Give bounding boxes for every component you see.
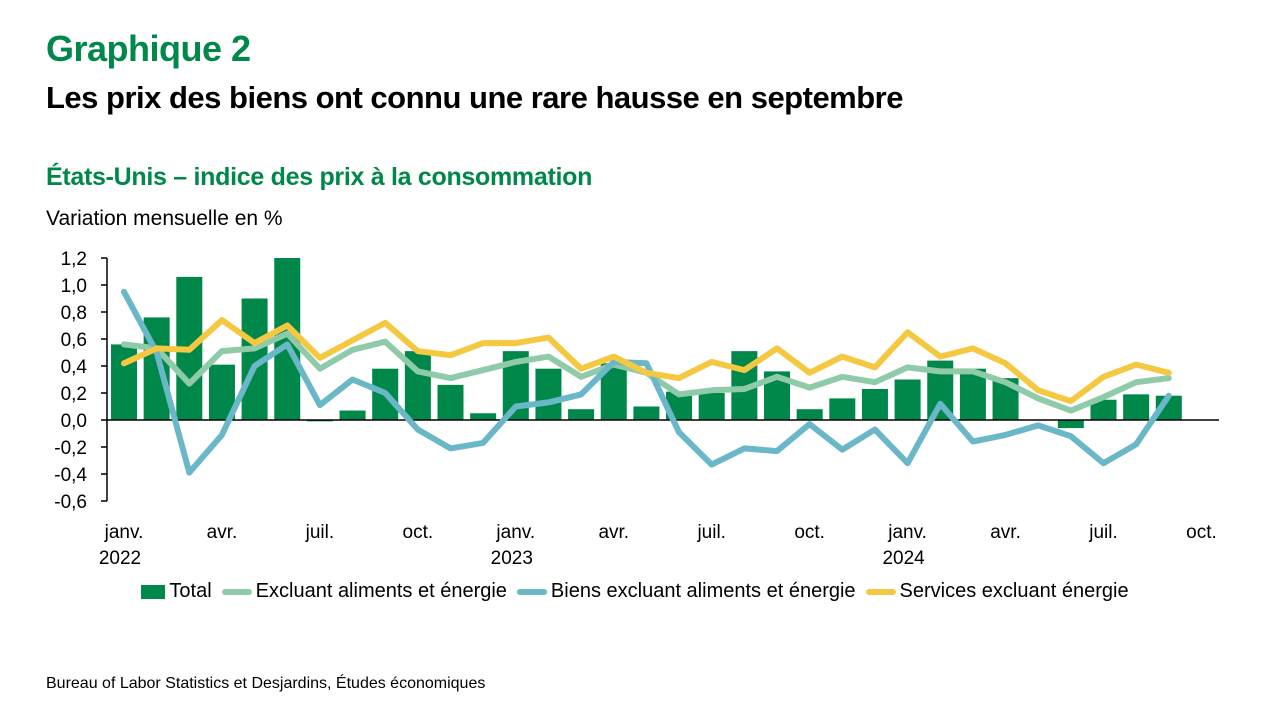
y-tick-label: 0,6	[61, 330, 87, 351]
axes	[106, 258, 1219, 501]
y-tick-label: -0,4	[54, 465, 87, 486]
bar-total-2024-07	[1090, 399, 1117, 420]
y-tick-label: 0,4	[61, 357, 88, 378]
bar-total-2024-06	[1057, 420, 1084, 429]
x-tick-label: oct.	[403, 522, 434, 543]
bar-total-2023-05	[633, 406, 660, 420]
y-tick-label: 0,8	[61, 303, 87, 324]
x-tick-year-label: 2023	[491, 548, 533, 569]
x-tick-label: janv.	[104, 522, 144, 543]
legend-label-goods: Biens excluant aliments et énergie	[550, 580, 856, 602]
x-axis-ticks: janv. 2022 avr. juil. oct. janv. 2023 avr. juil.…	[99, 522, 1217, 569]
x-tick-year-label: 2024	[882, 548, 925, 569]
chart-plot: 1,2 1,0 0,8 0,6 0,4 0,2 0,0 -0,2 -0,4 -0,6 janv. 2…	[54, 249, 1219, 569]
bar-total-2022-01	[111, 344, 137, 420]
bar-total-2022-12	[470, 413, 497, 420]
legend: Total Excluant aliments et énergie Biens…	[0, 580, 1280, 603]
legend-swatch-total	[141, 584, 166, 599]
chart-title: États-Unis – indice des prix à la consom…	[46, 163, 593, 191]
chart-kicker: Graphique 2	[46, 28, 251, 69]
bar-total-2023-02	[535, 368, 562, 420]
chart-headline: Les prix des biens ont connu une rare ha…	[46, 80, 903, 115]
y-tick-label: 0,2	[61, 384, 87, 405]
source-note: Bureau of Labor Statistics et Desjardins…	[46, 675, 486, 692]
legend-swatch-services	[865, 588, 896, 595]
legend-item-services: Services excluant énergie	[865, 580, 1129, 603]
bar-total-2022-08	[339, 410, 366, 420]
bar-total-2023-12	[861, 388, 888, 420]
legend-label-services: Services excluant énergie	[899, 580, 1129, 602]
bar-total-2023-03	[568, 409, 595, 420]
legend-item-core: Excluant aliments et énergie	[221, 580, 507, 603]
x-tick-label: janv.	[495, 522, 535, 543]
bar-total-2023-11	[829, 398, 856, 420]
legend-swatch-core	[221, 588, 252, 595]
bar-total-2023-07	[698, 393, 725, 420]
legend-label-total: Total	[169, 580, 212, 602]
x-tick-label: juil.	[696, 522, 726, 543]
line-services	[121, 317, 1172, 405]
y-tick-label: -0,2	[54, 438, 87, 459]
bar-total-2024-08	[1123, 394, 1150, 420]
bar-total-2022-11	[437, 384, 464, 420]
line-series	[121, 288, 1172, 476]
x-tick-label: avr.	[207, 522, 238, 543]
x-tick-label: janv.	[887, 522, 927, 543]
legend-label-core: Excluant aliments et énergie	[255, 580, 507, 602]
line-goods	[121, 288, 1172, 476]
bar-total-2024-01	[894, 379, 921, 420]
x-tick-label: oct.	[794, 522, 825, 543]
legend-item-total: Total	[141, 580, 212, 603]
x-tick-label: avr.	[598, 522, 629, 543]
y-tick-label: 0,0	[61, 411, 87, 432]
y-tick-label: -0,6	[54, 492, 87, 513]
y-tick-label: 1,0	[61, 276, 87, 297]
legend-swatch-goods	[516, 588, 547, 595]
y-axis-ticks: 1,2 1,0 0,8 0,6 0,4 0,2 0,0 -0,2 -0,4 -0,6	[54, 249, 107, 513]
legend-item-goods: Biens excluant aliments et énergie	[516, 580, 856, 603]
x-tick-year-label: 2022	[99, 548, 141, 569]
bar-total-2023-10	[796, 409, 823, 420]
x-tick-label: oct.	[1186, 522, 1217, 543]
y-tick-label: 1,2	[61, 249, 87, 270]
x-tick-label: juil.	[305, 522, 335, 543]
x-tick-label: avr.	[990, 522, 1021, 543]
x-tick-label: juil.	[1088, 522, 1118, 543]
y-axis-label: Variation mensuelle en %	[46, 207, 283, 230]
